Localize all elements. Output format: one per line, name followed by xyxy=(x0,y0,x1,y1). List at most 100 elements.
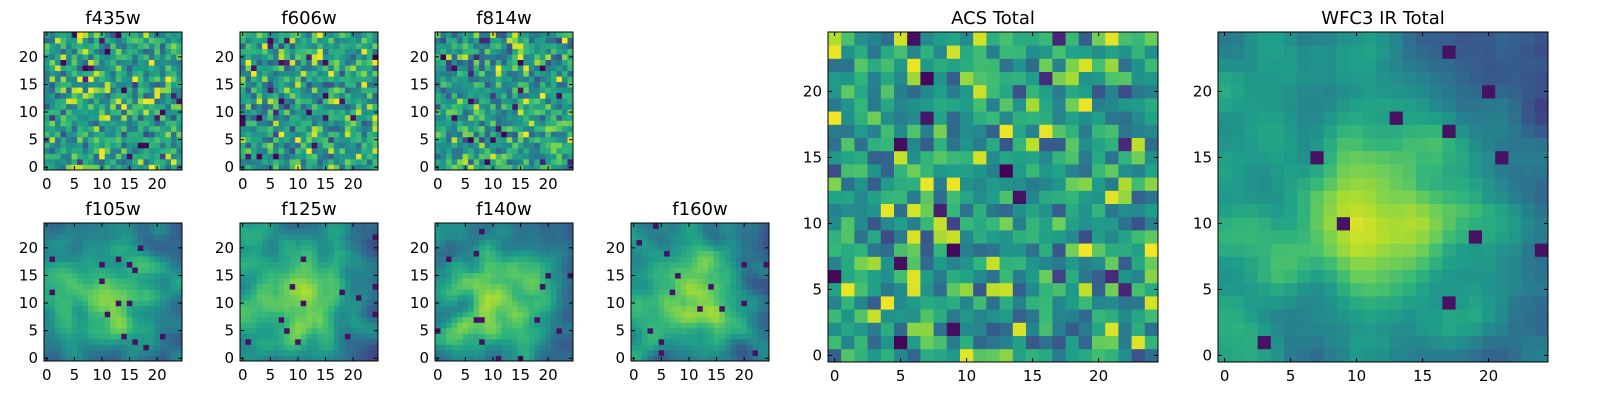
heatmap-cell xyxy=(692,289,698,295)
heatmap-cell xyxy=(1079,217,1093,231)
heatmap-cell xyxy=(507,93,513,99)
heatmap-cell xyxy=(490,328,496,334)
heatmap-cell xyxy=(328,115,334,121)
heatmap-cell xyxy=(540,126,546,132)
heatmap-cell xyxy=(518,93,524,99)
heatmap-cell xyxy=(160,289,166,295)
heatmap-cell xyxy=(551,38,557,44)
heatmap-cell xyxy=(529,289,535,295)
heatmap-cell xyxy=(986,204,1000,218)
heatmap-cell xyxy=(468,289,474,295)
heatmap-cell xyxy=(350,306,356,312)
heatmap-cell xyxy=(339,32,345,38)
heatmap-cell xyxy=(686,251,692,257)
heatmap-cell xyxy=(356,104,362,110)
heatmap-cell xyxy=(317,284,323,290)
heatmap-cell xyxy=(132,153,138,159)
heatmap-cell xyxy=(44,49,50,55)
heatmap-cell xyxy=(317,54,323,60)
heatmap-cell xyxy=(105,38,111,44)
heatmap-cell xyxy=(127,126,133,132)
heatmap-cell xyxy=(714,300,720,306)
heatmap-cell xyxy=(350,317,356,323)
heatmap-cell xyxy=(149,317,155,323)
heatmap-cell xyxy=(165,120,171,126)
heatmap-cell xyxy=(534,93,540,99)
heatmap-cell xyxy=(273,137,279,143)
heatmap-cell xyxy=(468,300,474,306)
heatmap-cell xyxy=(279,350,285,356)
heatmap-cell xyxy=(501,87,507,93)
heatmap-cell xyxy=(328,98,334,104)
x-tick-label: 5 xyxy=(266,175,276,193)
heatmap-cell xyxy=(99,267,105,273)
heatmap-cell xyxy=(512,142,518,148)
heatmap-cell xyxy=(116,32,122,38)
heatmap-cell xyxy=(257,251,263,257)
heatmap-cell xyxy=(681,289,687,295)
heatmap-cell xyxy=(88,153,94,159)
heatmap-cell xyxy=(312,60,318,66)
heatmap-cell xyxy=(356,333,362,339)
heatmap-cell xyxy=(262,223,268,229)
heatmap-cell xyxy=(61,267,67,273)
heatmap-cell xyxy=(529,322,535,328)
heatmap-cell xyxy=(116,60,122,66)
heatmap-cell xyxy=(631,278,637,284)
heatmap-cell xyxy=(960,336,974,350)
heatmap-cell xyxy=(345,126,351,132)
heatmap-cell xyxy=(44,126,50,132)
heatmap-cell xyxy=(496,295,502,301)
heatmap-cell xyxy=(642,251,648,257)
heatmap-cell xyxy=(490,126,496,132)
heatmap-cell xyxy=(127,328,133,334)
heatmap-cell xyxy=(545,115,551,121)
heatmap-cell xyxy=(659,300,665,306)
heatmap-cell xyxy=(295,306,301,312)
heatmap-cell xyxy=(334,87,340,93)
heatmap-cell xyxy=(540,251,546,257)
heatmap-cell xyxy=(1092,256,1106,270)
heatmap-cell xyxy=(708,256,714,262)
panel-title: f814w xyxy=(476,8,531,29)
heatmap-cell xyxy=(675,256,681,262)
heatmap-cell xyxy=(295,300,301,306)
heatmap-cell xyxy=(441,54,447,60)
heatmap-cell xyxy=(328,289,334,295)
heatmap-cell xyxy=(523,120,529,126)
heatmap-cell xyxy=(1118,336,1132,350)
heatmap-cell xyxy=(692,311,698,317)
panel-title: f160w xyxy=(672,199,727,220)
heatmap-cell xyxy=(77,38,83,44)
heatmap-cell xyxy=(534,87,540,93)
heatmap-cell xyxy=(66,104,72,110)
y-tick-label: 5 xyxy=(615,322,625,340)
heatmap-cell xyxy=(290,234,296,240)
heatmap-cell xyxy=(149,311,155,317)
heatmap-cell xyxy=(725,317,731,323)
heatmap-cell xyxy=(648,344,654,350)
heatmap-cell xyxy=(143,120,149,126)
heatmap-cell xyxy=(741,256,747,262)
heatmap-cell xyxy=(88,137,94,143)
heatmap-cell xyxy=(1145,256,1159,270)
heatmap-cell xyxy=(452,328,458,334)
heatmap-cell xyxy=(328,333,334,339)
heatmap-cell xyxy=(328,87,334,93)
heatmap-cell xyxy=(457,350,463,356)
heatmap-cell xyxy=(507,65,513,71)
heatmap-cell xyxy=(452,54,458,60)
heatmap-cell xyxy=(1118,309,1132,323)
heatmap-cell xyxy=(116,223,122,229)
heatmap-cell xyxy=(920,230,934,244)
heatmap-cell xyxy=(268,148,274,154)
heatmap-cell xyxy=(55,273,61,279)
heatmap-cell xyxy=(306,273,312,279)
heatmap-cell xyxy=(334,82,340,88)
heatmap-cell xyxy=(105,126,111,132)
heatmap-cell xyxy=(72,38,78,44)
heatmap-cell xyxy=(279,273,285,279)
heatmap-cell xyxy=(94,104,100,110)
heatmap-cell xyxy=(110,109,116,115)
heatmap-cell xyxy=(507,251,513,257)
